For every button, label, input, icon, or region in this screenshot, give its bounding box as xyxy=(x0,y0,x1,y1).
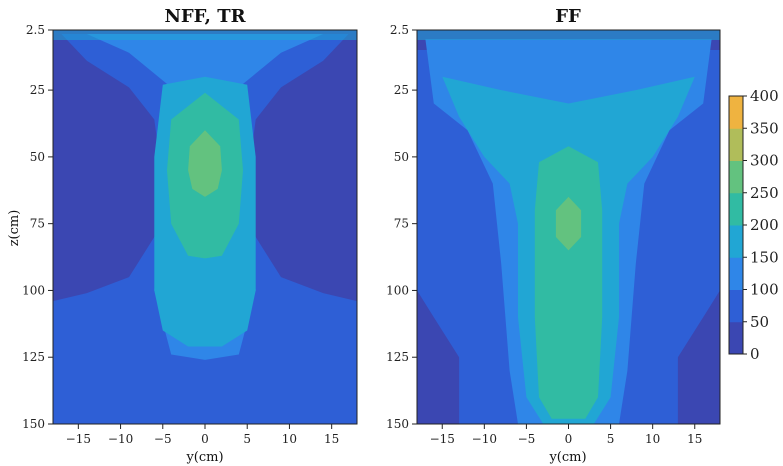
x-tick-label: 0 xyxy=(201,432,209,446)
colorbar-tick-label: 350 xyxy=(750,119,779,137)
x-tick-label: 15 xyxy=(687,432,702,446)
right-x-axis-label: y(cm) xyxy=(548,450,586,465)
y-tick-label: 100 xyxy=(22,283,45,297)
y-tick-label: 50 xyxy=(394,150,409,164)
colorbar-segment xyxy=(729,225,743,258)
left-x-axis-label: y(cm) xyxy=(185,450,223,465)
top-band xyxy=(417,30,720,40)
top-band xyxy=(53,30,357,40)
y-tick-label: 25 xyxy=(394,83,409,97)
x-tick-label: 5 xyxy=(607,432,615,446)
y-tick-label: 75 xyxy=(394,217,409,231)
x-tick-label: −5 xyxy=(154,432,172,446)
contour-region-200 xyxy=(534,146,603,419)
x-tick-label: 10 xyxy=(645,432,660,446)
x-tick-label: −10 xyxy=(108,432,133,446)
colorbar-segment xyxy=(729,321,743,355)
y-tick-label: 2.5 xyxy=(26,23,45,37)
right-plot-area xyxy=(417,30,720,424)
colorbar-tick-label: 0 xyxy=(750,345,760,363)
colorbar-tick-label: 100 xyxy=(750,281,779,299)
x-tick-label: 15 xyxy=(324,432,339,446)
colorbar-tick-label: 300 xyxy=(750,152,779,170)
x-tick-label: −15 xyxy=(430,432,455,446)
x-tick-label: −15 xyxy=(66,432,91,446)
right-panel-title: FF xyxy=(555,6,581,27)
left-plot-area xyxy=(53,30,357,424)
x-tick-label: −10 xyxy=(472,432,497,446)
y-tick-label: 125 xyxy=(386,350,409,364)
y-tick-label: 150 xyxy=(386,417,409,431)
x-tick-label: 5 xyxy=(243,432,251,446)
colorbar-tick-label: 200 xyxy=(750,216,779,234)
colorbar-segment xyxy=(729,257,743,290)
y-tick-label: 2.5 xyxy=(390,23,409,37)
contour-region-250 xyxy=(188,130,222,197)
right-panel: FF −15 −10 −5 0 5 10 15 2.5 25 50 75 100 125 150 y(cm… xyxy=(386,6,721,465)
x-tick-label: 0 xyxy=(565,432,573,446)
y-tick-label: 150 xyxy=(22,417,45,431)
y-tick-label: 125 xyxy=(22,350,45,364)
left-y-axis-label: z(cm) xyxy=(7,210,22,247)
colorbar-tick-label: 50 xyxy=(750,313,769,331)
colorbar-segment xyxy=(729,160,743,194)
colorbar-tick-label: 250 xyxy=(750,184,779,202)
colorbar-tick-label: 150 xyxy=(750,248,779,266)
colorbar-tick-label: 400 xyxy=(750,87,779,105)
contour-region-250 xyxy=(555,196,582,251)
x-tick-label: −5 xyxy=(518,432,536,446)
y-tick-label: 25 xyxy=(30,83,45,97)
y-tick-label: 50 xyxy=(30,150,45,164)
y-tick-label: 75 xyxy=(30,217,45,231)
left-panel: NFF, TR −15 −10 −5 0 5 10 15 2.5 25 50 75 100 125 150… xyxy=(7,6,358,465)
colorbar-segment xyxy=(729,96,743,129)
colorbar: 0 50 100 150 200 250 300 350 400 xyxy=(728,87,779,363)
left-panel-title: NFF, TR xyxy=(164,6,246,27)
right-axes: −15 −10 −5 0 5 10 15 2.5 25 50 75 100 125 150 xyxy=(386,23,721,446)
colorbar-segment xyxy=(729,128,743,161)
colorbar-segment xyxy=(729,192,743,226)
y-tick-label: 100 xyxy=(386,283,409,297)
left-axes: −15 −10 −5 0 5 10 15 2.5 25 50 75 100 125 150 xyxy=(22,23,358,446)
colorbar-segment xyxy=(729,289,743,323)
x-tick-label: 10 xyxy=(282,432,297,446)
